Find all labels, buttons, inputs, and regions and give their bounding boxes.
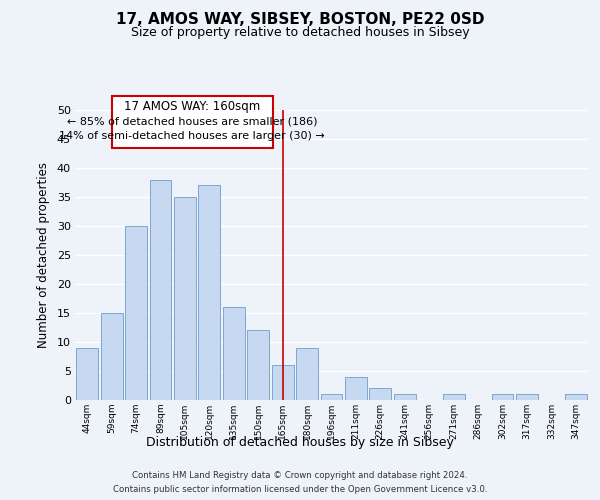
Text: 14% of semi-detached houses are larger (30) →: 14% of semi-detached houses are larger (… [59,131,325,141]
Bar [76,348,98,400]
Text: Contains HM Land Registry data © Crown copyright and database right 2024.: Contains HM Land Registry data © Crown c… [132,472,468,480]
FancyBboxPatch shape [112,96,273,148]
Bar [174,197,196,400]
Bar [443,394,464,400]
Text: 17 AMOS WAY: 160sqm: 17 AMOS WAY: 160sqm [124,100,260,114]
Bar [320,394,343,400]
Bar [149,180,172,400]
Text: Distribution of detached houses by size in Sibsey: Distribution of detached houses by size … [146,436,454,449]
Bar [296,348,318,400]
Bar [491,394,514,400]
Text: Size of property relative to detached houses in Sibsey: Size of property relative to detached ho… [131,26,469,39]
Text: Contains public sector information licensed under the Open Government Licence v3: Contains public sector information licen… [113,484,487,494]
Text: 17, AMOS WAY, SIBSEY, BOSTON, PE22 0SD: 17, AMOS WAY, SIBSEY, BOSTON, PE22 0SD [116,12,484,28]
Bar [101,313,122,400]
Bar [247,330,269,400]
Bar [370,388,391,400]
Bar [516,394,538,400]
Bar [394,394,416,400]
Bar [272,365,293,400]
Bar [345,377,367,400]
Bar [199,186,220,400]
Bar [565,394,587,400]
Y-axis label: Number of detached properties: Number of detached properties [37,162,50,348]
Bar [223,307,245,400]
Text: ← 85% of detached houses are smaller (186): ← 85% of detached houses are smaller (18… [67,116,317,126]
Bar [125,226,147,400]
